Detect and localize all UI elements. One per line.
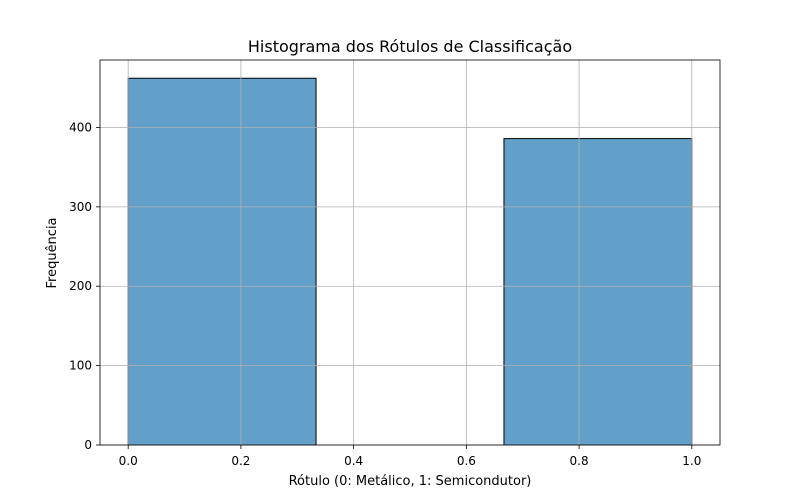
histogram-bar-2 xyxy=(503,138,693,446)
y-tick-label: 200 xyxy=(69,279,92,293)
plot-frame xyxy=(99,59,721,446)
y-axis-label: Frequência xyxy=(45,217,60,288)
histogram-bar-0 xyxy=(127,77,317,446)
y-tick-label: 100 xyxy=(69,359,92,373)
x-axis-ticks: 0.0 0.2 0.4 0.6 0.8 1.0 xyxy=(119,445,701,468)
x-tick-label: 0.0 xyxy=(119,454,138,468)
x-tick-label: 1.0 xyxy=(682,454,701,468)
x-tick-label: 0.4 xyxy=(344,454,363,468)
y-tick-label: 0 xyxy=(84,438,92,452)
y-tick-label: 400 xyxy=(69,120,92,134)
chart-title: Histograma dos Rótulos de Classificação xyxy=(248,37,572,56)
y-axis-ticks: 0 100 200 300 400 xyxy=(69,120,100,452)
bars xyxy=(127,77,693,446)
x-tick-label: 0.8 xyxy=(570,454,589,468)
x-tick-label: 0.6 xyxy=(457,454,476,468)
x-tick-label: 0.2 xyxy=(231,454,250,468)
x-axis-label: Rótulo (0: Metálico, 1: Semicondutor) xyxy=(289,474,532,489)
y-tick-label: 300 xyxy=(69,200,92,214)
